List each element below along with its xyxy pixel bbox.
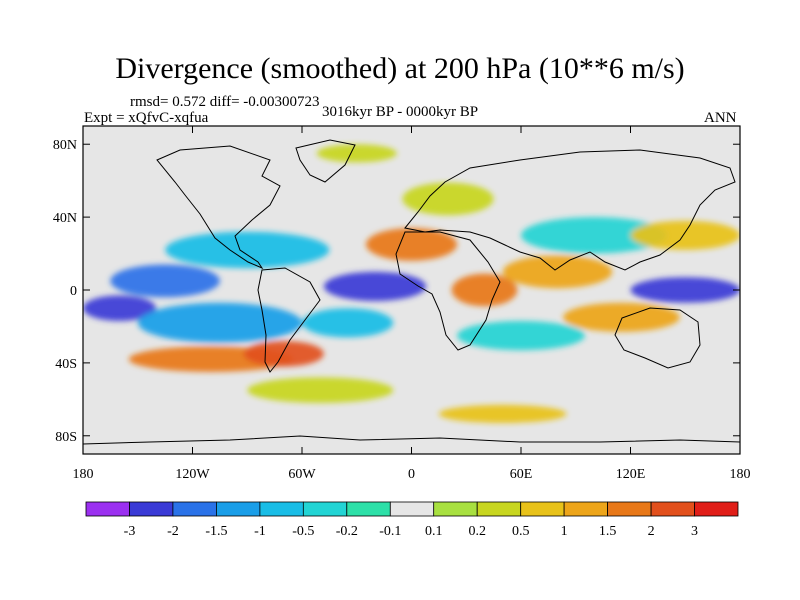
field-region-17 <box>247 377 394 404</box>
antarctica-coastline <box>83 435 740 445</box>
colorbar-swatch <box>520 501 565 517</box>
field-region-15 <box>630 220 740 250</box>
field-region-3 <box>165 231 330 269</box>
y-axis: 80N 40N 0 40S 80S <box>53 138 740 445</box>
field-region-12 <box>451 273 518 307</box>
field-region-8 <box>457 321 585 351</box>
field-region-2 <box>137 302 302 343</box>
colorbar-label: -0.5 <box>292 524 314 539</box>
coastlines <box>83 139 740 445</box>
colorbar-swatch <box>476 501 522 517</box>
y-tick-label: 0 <box>70 284 77 299</box>
x-axis: 180 120W 60W 0 60E 120E 180 <box>73 126 751 482</box>
colorbar-label: -1.5 <box>205 524 227 539</box>
y-tick-label: 80N <box>53 138 77 153</box>
colorbar-swatch <box>259 501 304 517</box>
field-region-6 <box>630 277 740 303</box>
field-region-14 <box>563 302 680 332</box>
colorbar-label: 2 <box>648 524 655 539</box>
colorbar-swatch <box>563 501 608 517</box>
y-tick-label: 40S <box>55 357 77 372</box>
field-region-4 <box>323 271 427 301</box>
x-tick-label: 60E <box>510 467 533 482</box>
colorbar-swatch <box>302 501 348 517</box>
y-tick-label: 40N <box>53 211 77 226</box>
colorbar-label: -2 <box>167 524 179 539</box>
colorbar: -3 -2 -1.5 -1 -0.5 -0.2 -0.1 0.1 0.2 0.5 1 1.5 2 3 <box>85 501 739 539</box>
colorbar-swatch <box>694 501 739 517</box>
period-text: 3016kyr BP - 0000kyr BP <box>322 104 479 120</box>
north-america-coastline <box>156 145 281 270</box>
field-region-7 <box>521 217 667 254</box>
field-region-5 <box>302 308 394 338</box>
stats-text: rmsd= 0.572 diff= -0.00300723 <box>130 94 320 110</box>
colorbar-label: 1.5 <box>599 524 617 539</box>
x-tick-label: 120W <box>175 467 210 482</box>
field-region-0 <box>110 264 220 298</box>
colorbar-swatch <box>215 501 261 517</box>
south-america-coastline <box>257 267 321 373</box>
colorbar-label: -0.2 <box>336 524 358 539</box>
africa-coastline <box>395 231 501 351</box>
colorbar-swatch <box>346 501 391 517</box>
eurasia-coastline <box>404 149 736 271</box>
x-tick-label: 180 <box>73 467 94 482</box>
colorbar-label: 3 <box>691 524 698 539</box>
field-region-1 <box>83 295 156 322</box>
colorbar-label: 0.2 <box>468 524 486 539</box>
field-region-10 <box>243 341 324 367</box>
colorbar-swatch <box>172 501 217 517</box>
chart-title: Divergence (smoothed) at 200 hPa (10**6 … <box>115 52 685 85</box>
x-tick-label: 0 <box>408 467 415 482</box>
colorbar-swatch <box>650 501 695 517</box>
field-region-18 <box>438 404 567 423</box>
greenland-coastline <box>295 139 356 183</box>
colorbar-label: 0.5 <box>512 524 530 539</box>
season-text: ANN <box>704 110 737 126</box>
divergence-field <box>83 144 740 423</box>
australia-coastline <box>614 307 701 369</box>
colorbar-label: 1 <box>561 524 568 539</box>
colorbar-swatch <box>607 501 652 517</box>
colorbar-label: -0.1 <box>379 524 401 539</box>
colorbar-label: -3 <box>124 524 136 539</box>
field-region-16 <box>402 182 494 216</box>
x-tick-label: 180 <box>730 467 751 482</box>
field-region-13 <box>502 255 613 289</box>
x-tick-label: 120E <box>616 467 646 482</box>
x-tick-label: 60W <box>288 467 316 482</box>
colorbar-label: -1 <box>254 524 266 539</box>
colorbar-swatch <box>85 501 130 517</box>
colorbar-swatch <box>433 501 478 517</box>
experiment-text: Expt = xQfvC-xqfua <box>84 110 209 126</box>
colorbar-label: 0.1 <box>425 524 443 539</box>
colorbar-swatch <box>389 501 435 517</box>
field-region-19 <box>316 144 397 163</box>
y-tick-label: 80S <box>55 430 77 445</box>
field-region-11 <box>365 228 458 261</box>
colorbar-swatch <box>129 501 174 517</box>
